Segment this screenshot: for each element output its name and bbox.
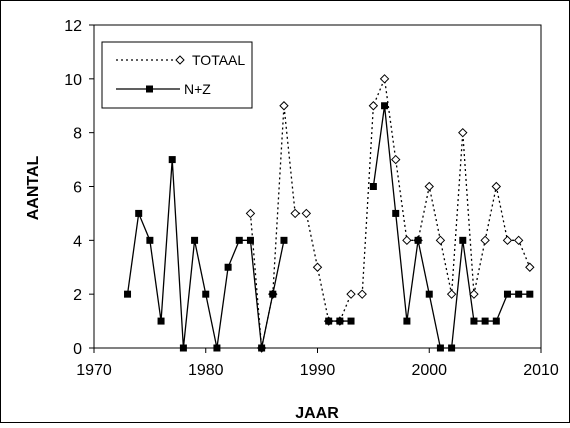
data-point-totaal	[446, 289, 457, 299]
data-point-n-z	[381, 102, 389, 110]
data-point-totaal	[502, 235, 513, 246]
data-point-n-z	[224, 263, 232, 271]
y-tick-label: 0	[73, 341, 82, 358]
data-point-totaal	[458, 127, 468, 138]
y-tick-label: 12	[64, 18, 82, 35]
data-point-totaal	[513, 235, 524, 246]
data-point-n-z	[146, 236, 154, 244]
data-point-n-z	[124, 290, 132, 298]
data-point-totaal	[290, 208, 300, 219]
data-point-n-z	[492, 317, 500, 325]
data-point-n-z	[515, 290, 523, 298]
data-point-totaal	[279, 101, 289, 111]
data-point-n-z	[191, 236, 199, 244]
data-point-n-z	[168, 156, 176, 164]
data-point-n-z	[403, 317, 411, 325]
data-point-n-z	[436, 344, 444, 352]
legend-label-nz: N+Z	[184, 81, 211, 97]
data-point-totaal	[245, 208, 256, 219]
data-point-n-z	[503, 290, 511, 298]
legend-marker-totaal	[175, 55, 185, 65]
data-point-totaal	[424, 181, 434, 192]
x-axis-ticks: 1970 1980 1990 2000 2010	[76, 348, 559, 379]
data-point-n-z	[526, 290, 534, 298]
data-point-n-z	[135, 209, 143, 217]
data-point-totaal	[312, 262, 323, 272]
x-tick-label: 2000	[411, 362, 447, 379]
data-point-totaal	[435, 235, 446, 246]
legend-label-totaal: TOTAAL	[192, 52, 245, 68]
y-tick-label: 6	[73, 180, 82, 197]
data-point-totaal	[525, 262, 535, 272]
data-point-n-z	[258, 344, 266, 352]
data-point-n-z	[213, 344, 221, 352]
y-tick-label: 2	[73, 287, 82, 304]
data-point-n-z	[425, 290, 433, 298]
data-point-totaal	[346, 289, 356, 299]
data-point-n-z	[336, 317, 344, 325]
data-point-totaal	[391, 154, 401, 165]
y-axis-title: AANTAL	[25, 155, 42, 220]
legend-marker-nz	[146, 85, 153, 93]
data-point-n-z	[235, 236, 243, 244]
data-point-n-z	[179, 344, 187, 352]
data-point-n-z	[392, 209, 400, 217]
data-point-totaal	[469, 289, 479, 299]
data-point-totaal	[379, 74, 390, 84]
data-point-n-z	[269, 290, 277, 298]
data-point-totaal	[301, 208, 312, 219]
x-axis-title: JAAR	[295, 405, 339, 422]
legend-box	[101, 41, 253, 109]
data-point-n-z	[157, 317, 165, 325]
series-layer	[124, 74, 535, 353]
y-axis-ticks: 0 2 4 6 8 10 12	[64, 18, 94, 358]
x-tick-label: 2010	[523, 362, 559, 379]
data-point-n-z	[246, 236, 254, 244]
data-point-n-z	[202, 290, 210, 298]
data-point-n-z	[459, 236, 467, 244]
data-point-totaal	[357, 289, 367, 299]
x-tick-label: 1990	[300, 362, 336, 379]
x-tick-label: 1980	[188, 362, 224, 379]
data-point-n-z	[369, 183, 377, 190]
x-tick-label: 1970	[76, 362, 112, 379]
data-point-n-z	[414, 236, 422, 244]
data-point-totaal	[402, 235, 412, 246]
data-point-n-z	[347, 317, 355, 325]
data-point-n-z	[325, 317, 333, 325]
data-point-n-z	[481, 317, 489, 325]
data-point-n-z	[448, 344, 456, 352]
y-tick-label: 4	[73, 233, 82, 250]
y-tick-label: 10	[64, 72, 82, 89]
y-tick-label: 8	[73, 126, 82, 143]
data-point-n-z	[470, 317, 478, 325]
series-line-totaal	[249, 76, 531, 349]
data-point-totaal	[491, 181, 502, 192]
data-point-totaal	[480, 235, 490, 246]
legend: TOTAAL N+Z	[101, 41, 253, 109]
data-point-totaal	[368, 101, 379, 111]
data-point-n-z	[280, 236, 288, 244]
